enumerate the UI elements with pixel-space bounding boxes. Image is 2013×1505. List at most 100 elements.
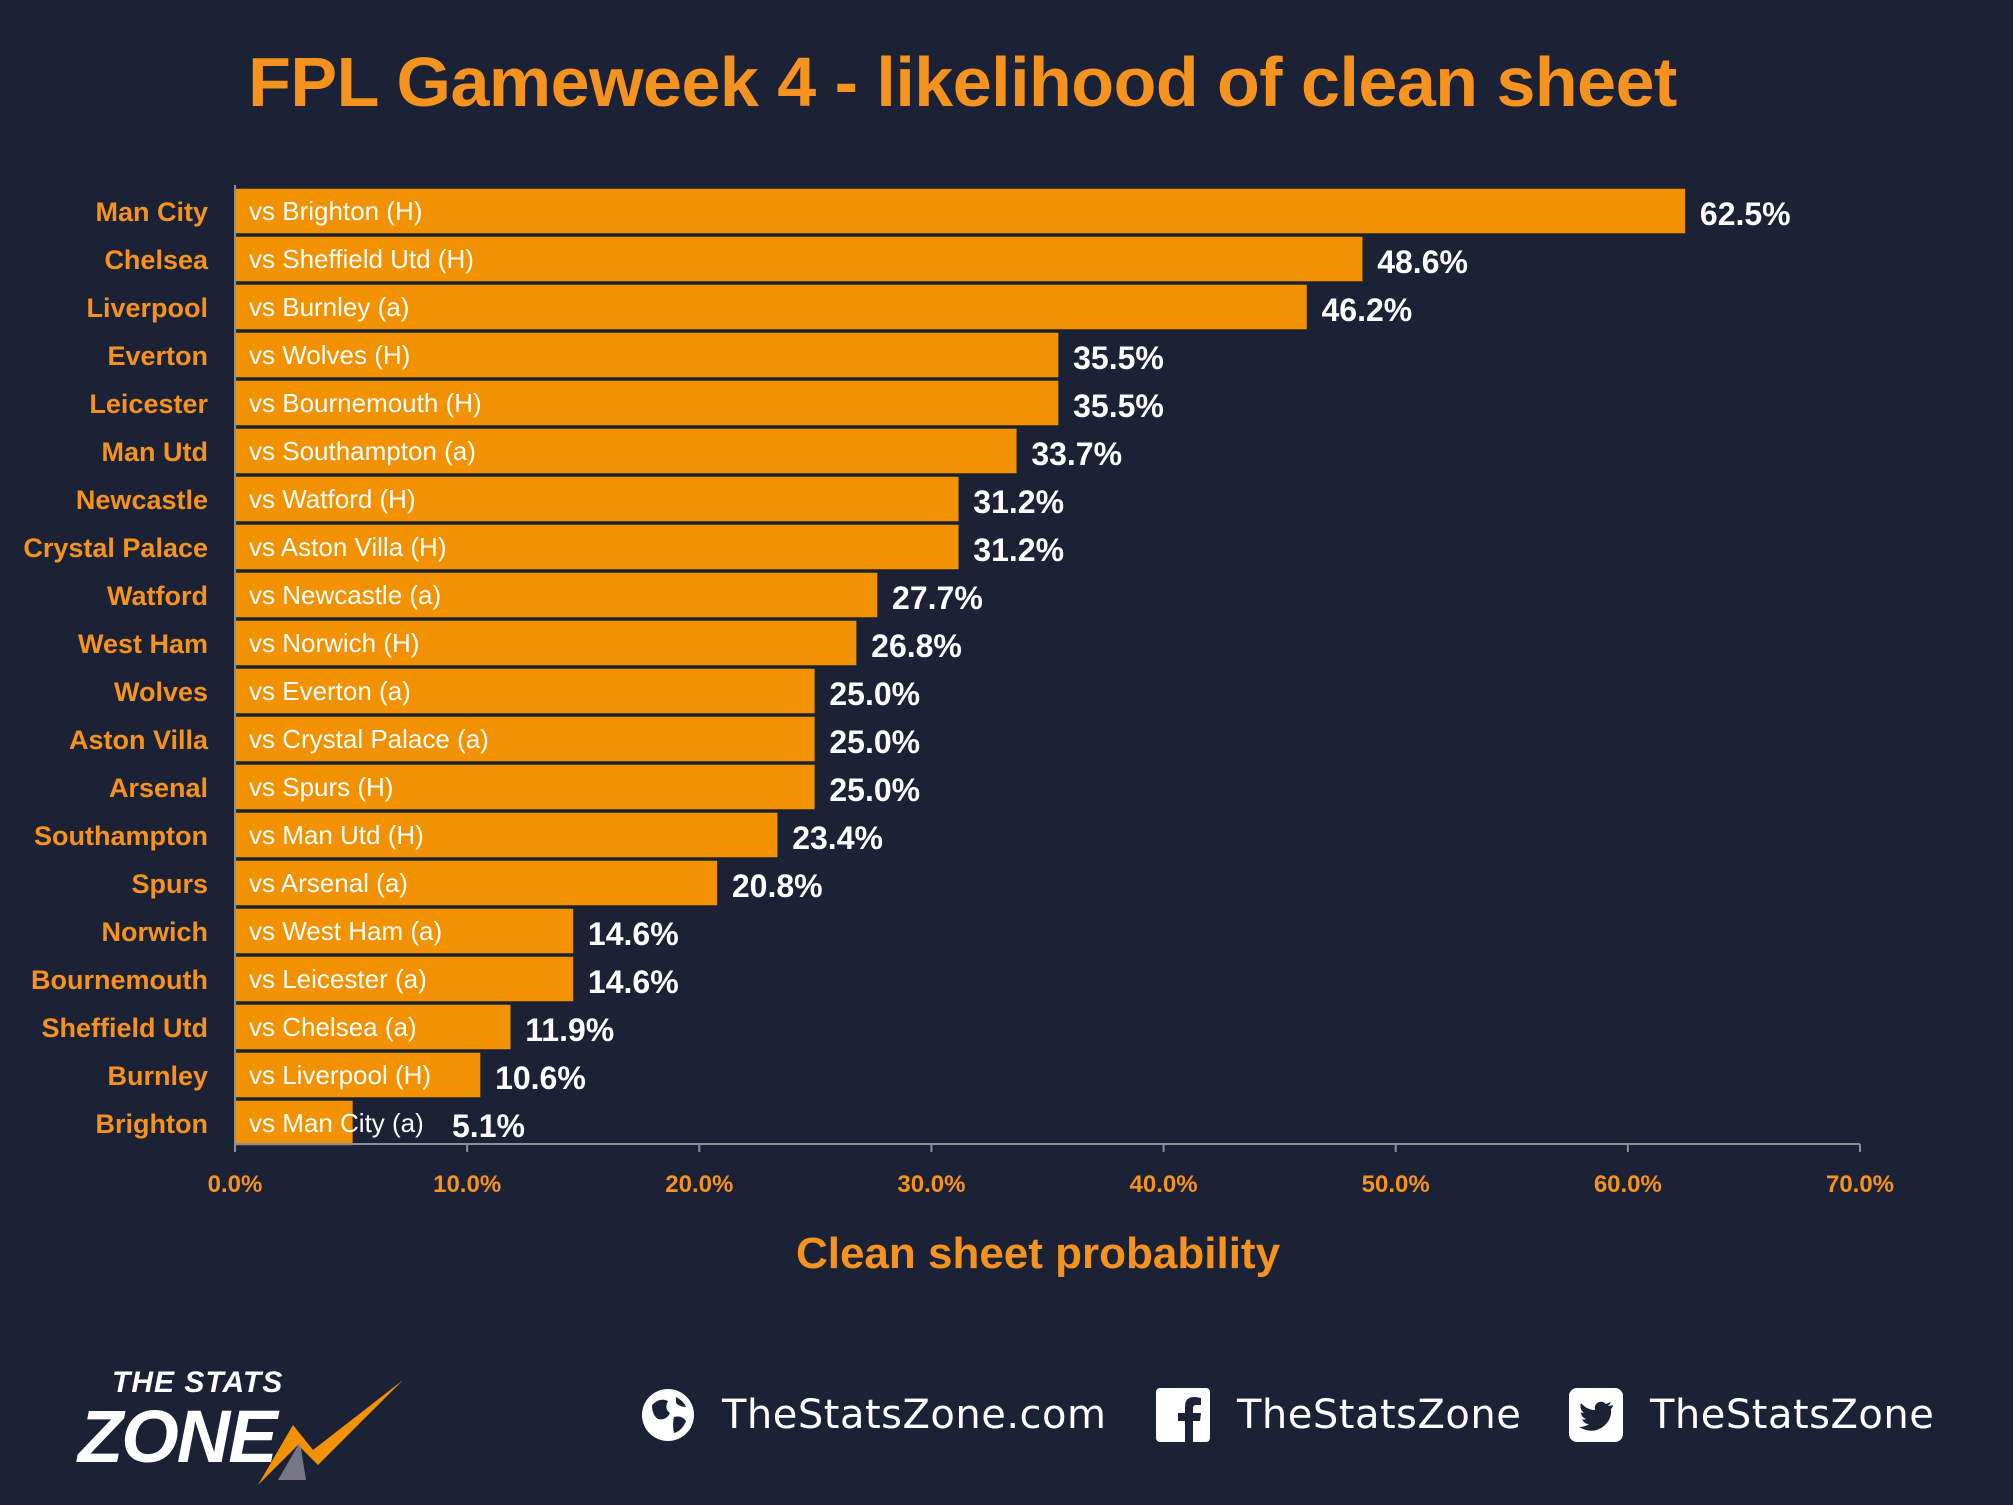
bar [234, 1003, 512, 1051]
fixture-label: vs Bournemouth (H) [249, 388, 482, 418]
data-label: 33.7% [1031, 436, 1122, 472]
bar [234, 859, 719, 907]
bar [234, 331, 1060, 379]
data-label: 25.0% [829, 724, 920, 760]
category-label: Chelsea [104, 245, 209, 275]
logo-top-text: THE STATS [112, 1366, 284, 1399]
data-label: 48.6% [1377, 244, 1468, 280]
website-link[interactable]: TheStatsZone.com [640, 1385, 1106, 1445]
fixture-label: vs Everton (a) [249, 676, 411, 706]
bar [234, 475, 961, 523]
logo-bottom-text: ZONE [78, 1395, 278, 1478]
category-label: Man City [95, 197, 208, 227]
fixture-label: vs Watford (H) [249, 484, 416, 514]
fixture-label: vs Wolves (H) [249, 340, 410, 370]
bar [234, 715, 817, 763]
data-label: 35.5% [1073, 340, 1164, 376]
category-label: Everton [107, 341, 208, 371]
fixture-label: vs Burnley (a) [249, 292, 409, 322]
x-tick-label: 20.0% [665, 1171, 733, 1198]
data-label: 23.4% [792, 820, 883, 856]
fixture-label: vs Leicester (a) [249, 964, 427, 994]
footer: THE STATS ZONE TheStatsZone.com TheStats… [0, 1340, 2013, 1490]
facebook-link[interactable]: TheStatsZone [1155, 1385, 1521, 1445]
category-label: Liverpool [86, 293, 208, 323]
fixture-label: vs Newcastle (a) [249, 580, 441, 610]
category-label: Newcastle [76, 485, 208, 515]
x-tick-label: 40.0% [1130, 1171, 1198, 1198]
category-label: West Ham [78, 629, 208, 659]
data-label: 27.7% [892, 580, 983, 616]
bar [234, 283, 1309, 331]
category-label: Arsenal [109, 773, 208, 803]
bar [234, 907, 575, 955]
logo-swoosh-icon [258, 1380, 403, 1485]
data-label: 14.6% [588, 964, 679, 1000]
x-tick-label: 70.0% [1826, 1171, 1894, 1198]
category-label: Sheffield Utd [42, 1013, 209, 1043]
facebook-label: TheStatsZone [1237, 1392, 1522, 1438]
category-label: Bournemouth [31, 965, 208, 995]
data-label: 11.9% [525, 1012, 614, 1048]
category-label: Aston Villa [69, 725, 209, 755]
data-label: 5.1% [452, 1108, 525, 1144]
website-label: TheStatsZone.com [722, 1392, 1107, 1438]
bar [234, 811, 779, 859]
category-label: Brighton [96, 1109, 208, 1139]
twitter-link[interactable]: TheStatsZone [1568, 1385, 1934, 1445]
fixture-label: vs Southampton (a) [249, 436, 476, 466]
bar [234, 187, 1687, 235]
data-label: 25.0% [829, 676, 920, 712]
x-tick-label: 30.0% [897, 1171, 965, 1198]
bar [234, 235, 1364, 283]
category-label: Wolves [114, 677, 208, 707]
data-label: 35.5% [1073, 388, 1164, 424]
data-label: 62.5% [1700, 196, 1791, 232]
fixture-label: vs Crystal Palace (a) [249, 724, 489, 754]
twitter-label: TheStatsZone [1650, 1392, 1935, 1438]
fixture-label: vs Arsenal (a) [249, 868, 408, 898]
data-label: 25.0% [829, 772, 920, 808]
fixture-label: vs Brighton (H) [249, 196, 422, 226]
x-axis-title: Clean sheet probability [796, 1229, 1281, 1278]
data-label: 26.8% [871, 628, 962, 664]
x-tick-label: 60.0% [1594, 1171, 1662, 1198]
globe-icon [642, 1389, 694, 1441]
bar [234, 763, 817, 811]
bar [234, 427, 1019, 475]
x-tick-label: 10.0% [433, 1171, 501, 1198]
data-label: 10.6% [495, 1060, 586, 1096]
fixture-label: vs Spurs (H) [249, 772, 393, 802]
fixture-label: vs Aston Villa (H) [249, 532, 446, 562]
data-label: 31.2% [973, 532, 1064, 568]
category-label: Leicester [89, 389, 208, 419]
bar [234, 379, 1060, 427]
category-label: Crystal Palace [23, 533, 208, 563]
category-label: Norwich [101, 917, 208, 947]
fixture-label: vs Liverpool (H) [249, 1060, 431, 1090]
x-tick-label: 0.0% [208, 1171, 263, 1198]
data-label: 46.2% [1322, 292, 1413, 328]
fixture-label: vs Man Utd (H) [249, 820, 424, 850]
fixture-label: vs Chelsea (a) [249, 1012, 417, 1042]
bar [234, 1051, 482, 1099]
category-label: Man Utd [102, 437, 208, 467]
fixture-label: vs West Ham (a) [249, 916, 442, 946]
category-label: Burnley [107, 1061, 208, 1091]
fixture-label: vs Sheffield Utd (H) [249, 244, 474, 274]
chart-title: FPL Gameweek 4 - likelihood of clean she… [248, 43, 1677, 121]
fixture-label: vs Norwich (H) [249, 628, 419, 658]
data-label: 14.6% [588, 916, 679, 952]
bar [234, 955, 575, 1003]
facebook-icon [1156, 1388, 1210, 1443]
bar-chart: Man City vs Brighton (H) 62.5% Chelsea vs Sh… [23, 185, 1894, 1278]
x-tick-label: 50.0% [1362, 1171, 1430, 1198]
data-label: 20.8% [732, 868, 823, 904]
category-label: Spurs [131, 869, 208, 899]
stats-zone-logo: THE STATS ZONE [78, 1360, 428, 1485]
bar [234, 523, 961, 571]
data-label: 31.2% [973, 484, 1064, 520]
fixture-label: vs Man City (a) [249, 1108, 424, 1138]
twitter-icon [1569, 1388, 1623, 1442]
